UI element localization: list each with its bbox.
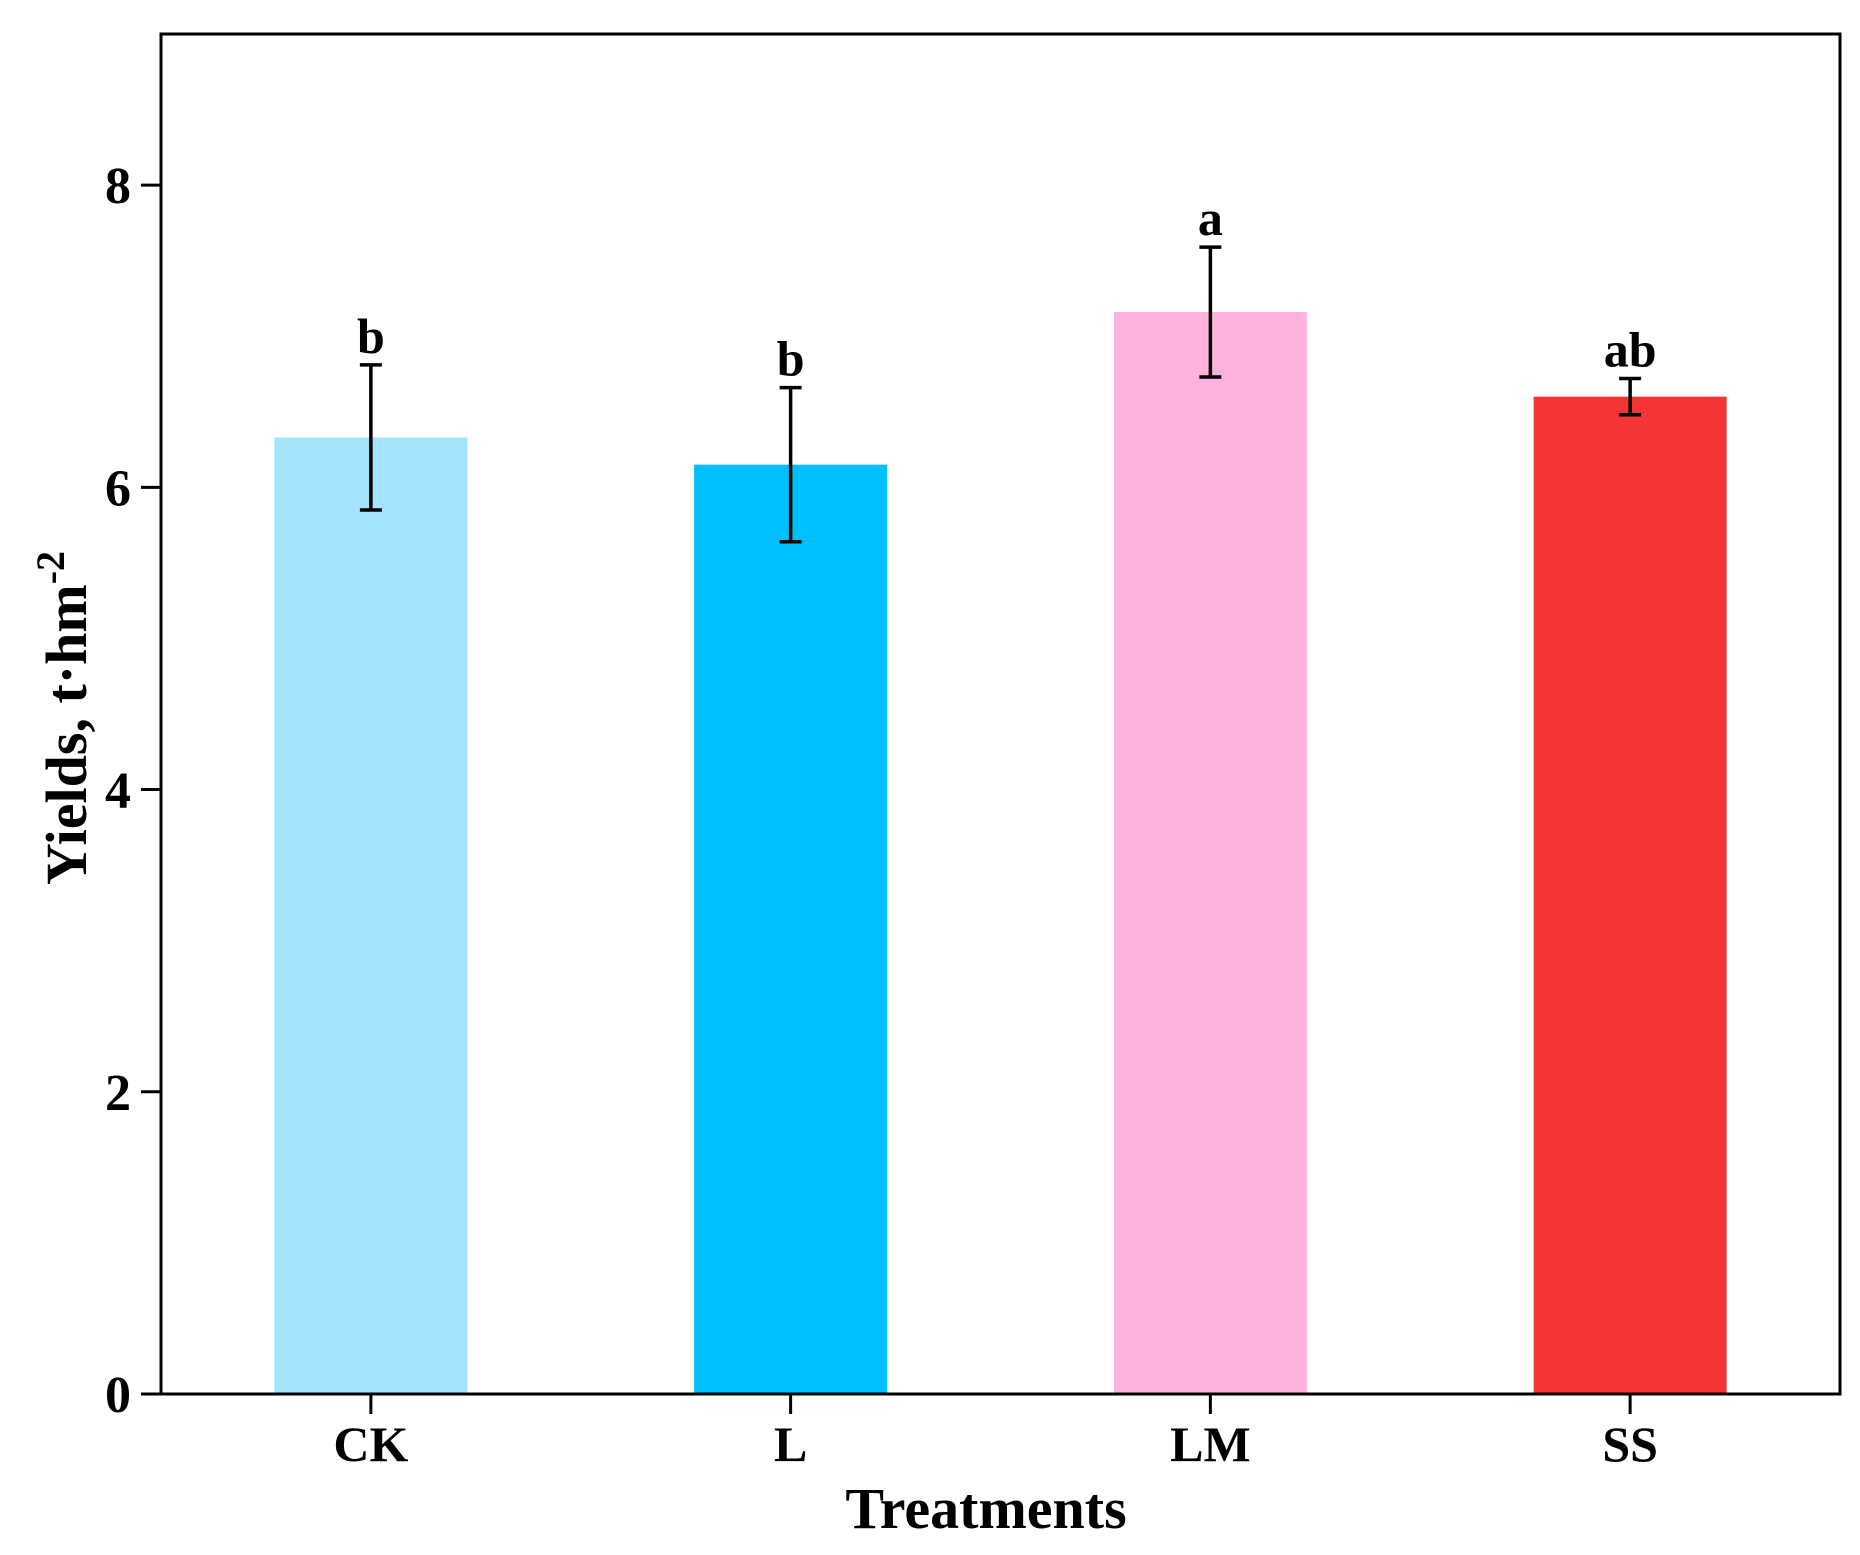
x-axis-title: Treatments xyxy=(845,1476,1126,1541)
bar-ck xyxy=(274,437,468,1394)
x-tick-label-ck: CK xyxy=(333,1416,408,1472)
error-bar-ck xyxy=(359,363,382,512)
y-axis: 0 2 4 6 8 xyxy=(105,158,161,1424)
y-tick-label-0: 0 xyxy=(105,1367,131,1424)
bar-l xyxy=(694,464,888,1395)
significance-letters: b b a ab xyxy=(357,190,1657,387)
bar-lm xyxy=(1113,312,1307,1394)
y-tick-label-2: 2 xyxy=(105,1065,131,1122)
y-tick-label-6: 6 xyxy=(105,460,131,517)
significance-label-lm: a xyxy=(1198,190,1223,246)
error-bar-l xyxy=(779,385,802,544)
significance-label-ss: ab xyxy=(1604,322,1657,378)
significance-label-ck: b xyxy=(357,308,385,364)
bars-layer xyxy=(274,312,1727,1395)
x-tick-label-lm: LM xyxy=(1170,1416,1251,1472)
y-tick-label-4: 4 xyxy=(105,763,131,820)
x-tick-label-l: L xyxy=(774,1416,807,1472)
y-axis-title-main: Yields, t·hm xyxy=(34,584,99,885)
y-axis-title: Yields, t·hm-2 xyxy=(28,551,99,885)
significance-label-l: b xyxy=(777,331,805,387)
error-bar-lm xyxy=(1199,245,1222,379)
plot-frame xyxy=(159,32,1842,1396)
error-bar-ss xyxy=(1619,376,1642,417)
bar-ss xyxy=(1533,396,1727,1395)
x-tick-label-ss: SS xyxy=(1602,1416,1658,1472)
error-bars-layer xyxy=(359,245,1642,544)
y-tick-label-8: 8 xyxy=(105,158,131,215)
y-axis-title-superscript: -2 xyxy=(28,551,73,584)
x-axis: CK L LM SS xyxy=(333,1394,1658,1472)
